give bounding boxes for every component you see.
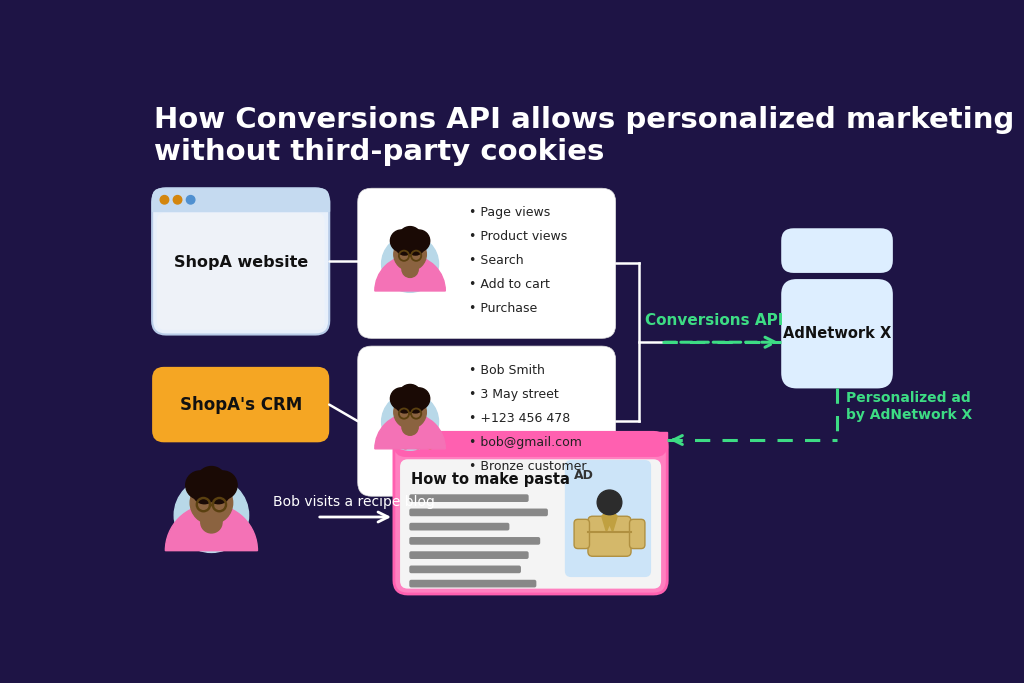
- Circle shape: [408, 230, 430, 251]
- Circle shape: [390, 230, 412, 251]
- FancyBboxPatch shape: [153, 189, 330, 211]
- FancyBboxPatch shape: [153, 367, 330, 443]
- Circle shape: [401, 441, 410, 449]
- Circle shape: [396, 395, 414, 413]
- Text: • Page views: • Page views: [469, 206, 551, 219]
- Text: • Bronze customer: • Bronze customer: [469, 460, 587, 473]
- Circle shape: [408, 388, 430, 410]
- Circle shape: [382, 393, 438, 450]
- Text: AD: AD: [574, 469, 594, 482]
- FancyBboxPatch shape: [394, 432, 668, 457]
- Text: Personalized ad
by AdNetwork X: Personalized ad by AdNetwork X: [846, 391, 973, 421]
- Circle shape: [597, 490, 622, 515]
- Text: Bob visits a recipe blog: Bob visits a recipe blog: [273, 494, 435, 509]
- FancyBboxPatch shape: [588, 516, 631, 556]
- FancyBboxPatch shape: [574, 519, 590, 548]
- Circle shape: [394, 238, 426, 270]
- FancyBboxPatch shape: [565, 460, 651, 577]
- FancyBboxPatch shape: [357, 189, 615, 338]
- FancyBboxPatch shape: [394, 432, 668, 594]
- FancyBboxPatch shape: [781, 279, 893, 389]
- Circle shape: [394, 396, 426, 428]
- Wedge shape: [375, 255, 445, 291]
- Text: • Search: • Search: [469, 254, 524, 267]
- Text: without third-party cookies: without third-party cookies: [154, 138, 604, 166]
- Circle shape: [197, 466, 226, 497]
- Circle shape: [207, 481, 230, 504]
- Circle shape: [382, 236, 438, 292]
- Circle shape: [407, 395, 424, 413]
- Text: • Bob Smith: • Bob Smith: [469, 364, 545, 377]
- Polygon shape: [602, 507, 617, 531]
- Text: How to make pasta: How to make pasta: [411, 473, 569, 488]
- Circle shape: [173, 195, 182, 204]
- Circle shape: [396, 238, 414, 255]
- Circle shape: [402, 419, 418, 435]
- FancyBboxPatch shape: [410, 522, 509, 531]
- Wedge shape: [375, 414, 445, 449]
- Circle shape: [390, 388, 412, 410]
- FancyBboxPatch shape: [357, 346, 615, 497]
- Wedge shape: [165, 505, 257, 550]
- Bar: [153, 199, 330, 211]
- Text: AdNetwork X: AdNetwork X: [783, 326, 891, 342]
- Circle shape: [201, 512, 222, 533]
- FancyBboxPatch shape: [410, 551, 528, 559]
- Circle shape: [186, 195, 195, 204]
- FancyBboxPatch shape: [410, 580, 537, 587]
- FancyBboxPatch shape: [157, 213, 325, 330]
- FancyBboxPatch shape: [410, 494, 528, 502]
- Circle shape: [407, 238, 424, 255]
- Text: • +123 456 478: • +123 456 478: [469, 412, 570, 425]
- Text: • Product views: • Product views: [469, 230, 567, 243]
- Text: How Conversions API allows personalized marketing: How Conversions API allows personalized …: [154, 106, 1014, 134]
- Circle shape: [160, 195, 169, 204]
- Text: ShopA website: ShopA website: [173, 255, 308, 270]
- FancyBboxPatch shape: [410, 509, 548, 516]
- FancyBboxPatch shape: [781, 228, 893, 273]
- FancyBboxPatch shape: [153, 189, 330, 335]
- Text: • 3 May street: • 3 May street: [469, 388, 559, 401]
- Text: • Add to cart: • Add to cart: [469, 278, 550, 291]
- Circle shape: [398, 385, 422, 408]
- Circle shape: [193, 481, 216, 504]
- Circle shape: [174, 478, 249, 553]
- FancyBboxPatch shape: [410, 537, 541, 545]
- Circle shape: [185, 471, 214, 499]
- Circle shape: [426, 441, 434, 449]
- Text: Conversions API: Conversions API: [645, 313, 783, 329]
- Text: • Purchase: • Purchase: [469, 302, 538, 315]
- FancyBboxPatch shape: [400, 459, 662, 589]
- Circle shape: [398, 227, 422, 249]
- Circle shape: [209, 471, 238, 499]
- FancyBboxPatch shape: [630, 519, 645, 548]
- Circle shape: [190, 482, 232, 524]
- Text: • bob@gmail.com: • bob@gmail.com: [469, 436, 583, 449]
- Text: ShopA's CRM: ShopA's CRM: [179, 395, 302, 414]
- FancyBboxPatch shape: [410, 566, 521, 573]
- Bar: [394, 432, 668, 448]
- Circle shape: [414, 441, 422, 449]
- Circle shape: [402, 261, 418, 277]
